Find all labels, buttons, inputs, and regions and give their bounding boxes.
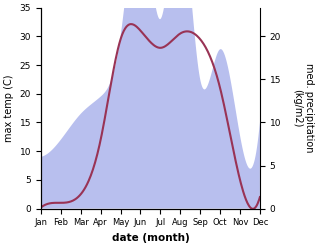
Y-axis label: med. precipitation
(kg/m2): med. precipitation (kg/m2) xyxy=(292,63,314,153)
Y-axis label: max temp (C): max temp (C) xyxy=(4,74,14,142)
X-axis label: date (month): date (month) xyxy=(112,233,189,243)
